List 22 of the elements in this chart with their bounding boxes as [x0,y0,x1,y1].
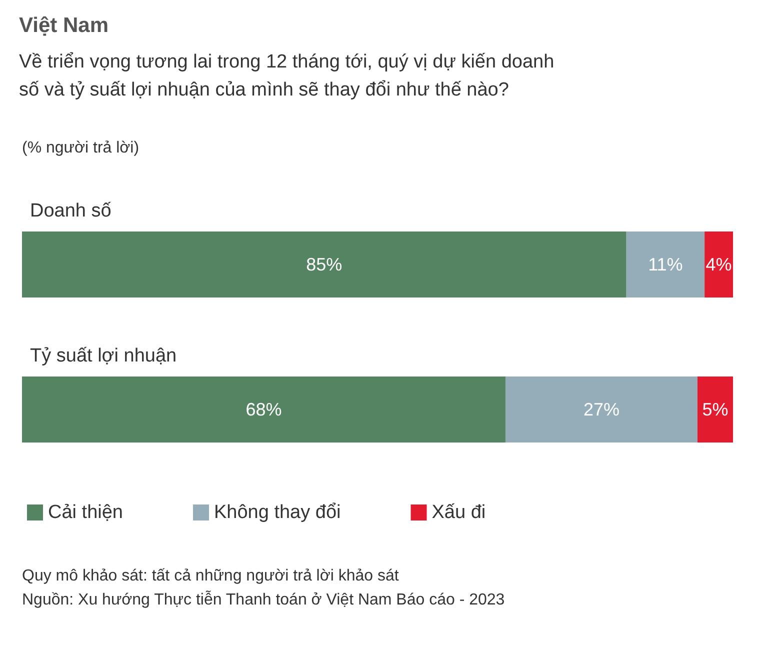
data-label: 68% [246,400,282,420]
data-label: 11% [648,254,683,274]
data-label: 4% [706,254,732,274]
bar [626,232,705,298]
legend-label: Không thay đổi [214,502,341,523]
y-tick-label: Tỷ suất lợi nhuận [30,346,177,366]
data-label: 85% [306,254,342,274]
bar [697,376,733,442]
y-tick-label: Doanh số [30,200,112,222]
legend-label: Cải thiện [48,502,123,523]
text: Nguồn: Xu hướng Thực tiễn Thanh toán ở Việt Nam Báo cáo - 2023 [22,590,505,608]
data-label: 27% [583,400,620,420]
bar [505,376,698,442]
chart-subtitle: Về triển vọng tương lai trong 12 tháng tới, quý vị dự kiến doanh số và tỷ suất lợi nhuận của mình sẽ thay đổi như thế nào? [19,52,554,100]
data-label: 5% [702,400,728,420]
text: Quy mô khảo sát: tất cả những người trả lời khảo sát [22,568,400,584]
legend-label: Xấu đi [432,502,486,523]
bar [704,232,733,298]
bar [22,376,506,442]
bar [22,232,626,298]
chart-title: Việt Nam [19,14,108,37]
annotation: (% người trả lời) [22,140,140,156]
